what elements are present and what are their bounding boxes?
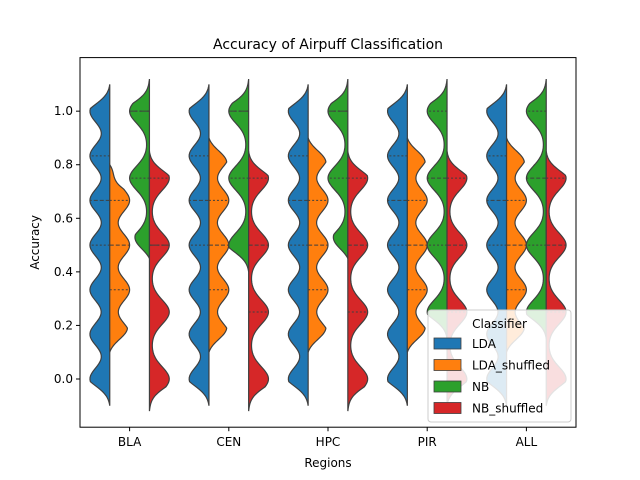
- x-tick-label: PIR: [418, 435, 437, 449]
- legend-title: Classifier: [472, 317, 527, 331]
- legend-frame: [427, 309, 572, 423]
- legend: Classifier LDA LDA_shuffled NB NB_shuffled: [427, 309, 572, 423]
- legend-label-NB_shuffled: NB_shuffled: [472, 402, 543, 416]
- legend-label-LDA_shuffled: LDA_shuffled: [472, 359, 550, 373]
- violin-NB-PIR: [426, 78, 448, 339]
- violin-NB_shuffled-CEN: [248, 151, 270, 412]
- legend-swatch-NB_shuffled: [433, 402, 462, 414]
- x-tick-label: BLA: [118, 435, 142, 449]
- violin-LDA_shuffled-BLA: [109, 162, 131, 353]
- x-tick-label: ALL: [516, 435, 538, 449]
- violin-NB-ALL: [525, 78, 547, 339]
- legend-items: LDA LDA_shuffled NB NB_shuffled: [433, 337, 550, 416]
- violin-NB_shuffled-HPC: [347, 151, 369, 412]
- violin-NB_shuffled-BLA: [148, 151, 170, 412]
- legend-swatch-LDA_shuffled: [433, 359, 462, 371]
- chart-title: Accuracy of Airpuff Classification: [213, 37, 443, 53]
- violin-NB-CEN: [228, 78, 250, 272]
- y-tick-label: 1.0: [54, 104, 73, 118]
- y-tick-label: 0.6: [54, 211, 73, 225]
- x-tick-label: CEN: [216, 435, 241, 449]
- x-axis-label: Regions: [304, 456, 351, 470]
- y-tick-label: 0.8: [54, 158, 73, 172]
- y-axis: 0.0 0.2 0.4 0.6 0.8 1.0: [54, 104, 80, 386]
- plot-body: [89, 78, 567, 412]
- legend-label-NB: NB: [472, 380, 489, 394]
- legend-label-LDA: LDA: [472, 337, 497, 351]
- y-tick-label: 0.2: [54, 318, 73, 332]
- y-axis-label: Accuracy: [28, 215, 42, 270]
- y-tick-label: 0.4: [54, 265, 73, 279]
- y-tick-label: 0.0: [54, 372, 73, 386]
- x-tick-label: HPC: [316, 435, 341, 449]
- legend-swatch-LDA: [433, 337, 462, 350]
- violin-NB-BLA: [129, 78, 151, 259]
- violin-NB-HPC: [327, 78, 349, 259]
- legend-swatch-NB: [433, 380, 462, 393]
- x-axis: BLA CEN HPC PIR ALL: [118, 427, 538, 449]
